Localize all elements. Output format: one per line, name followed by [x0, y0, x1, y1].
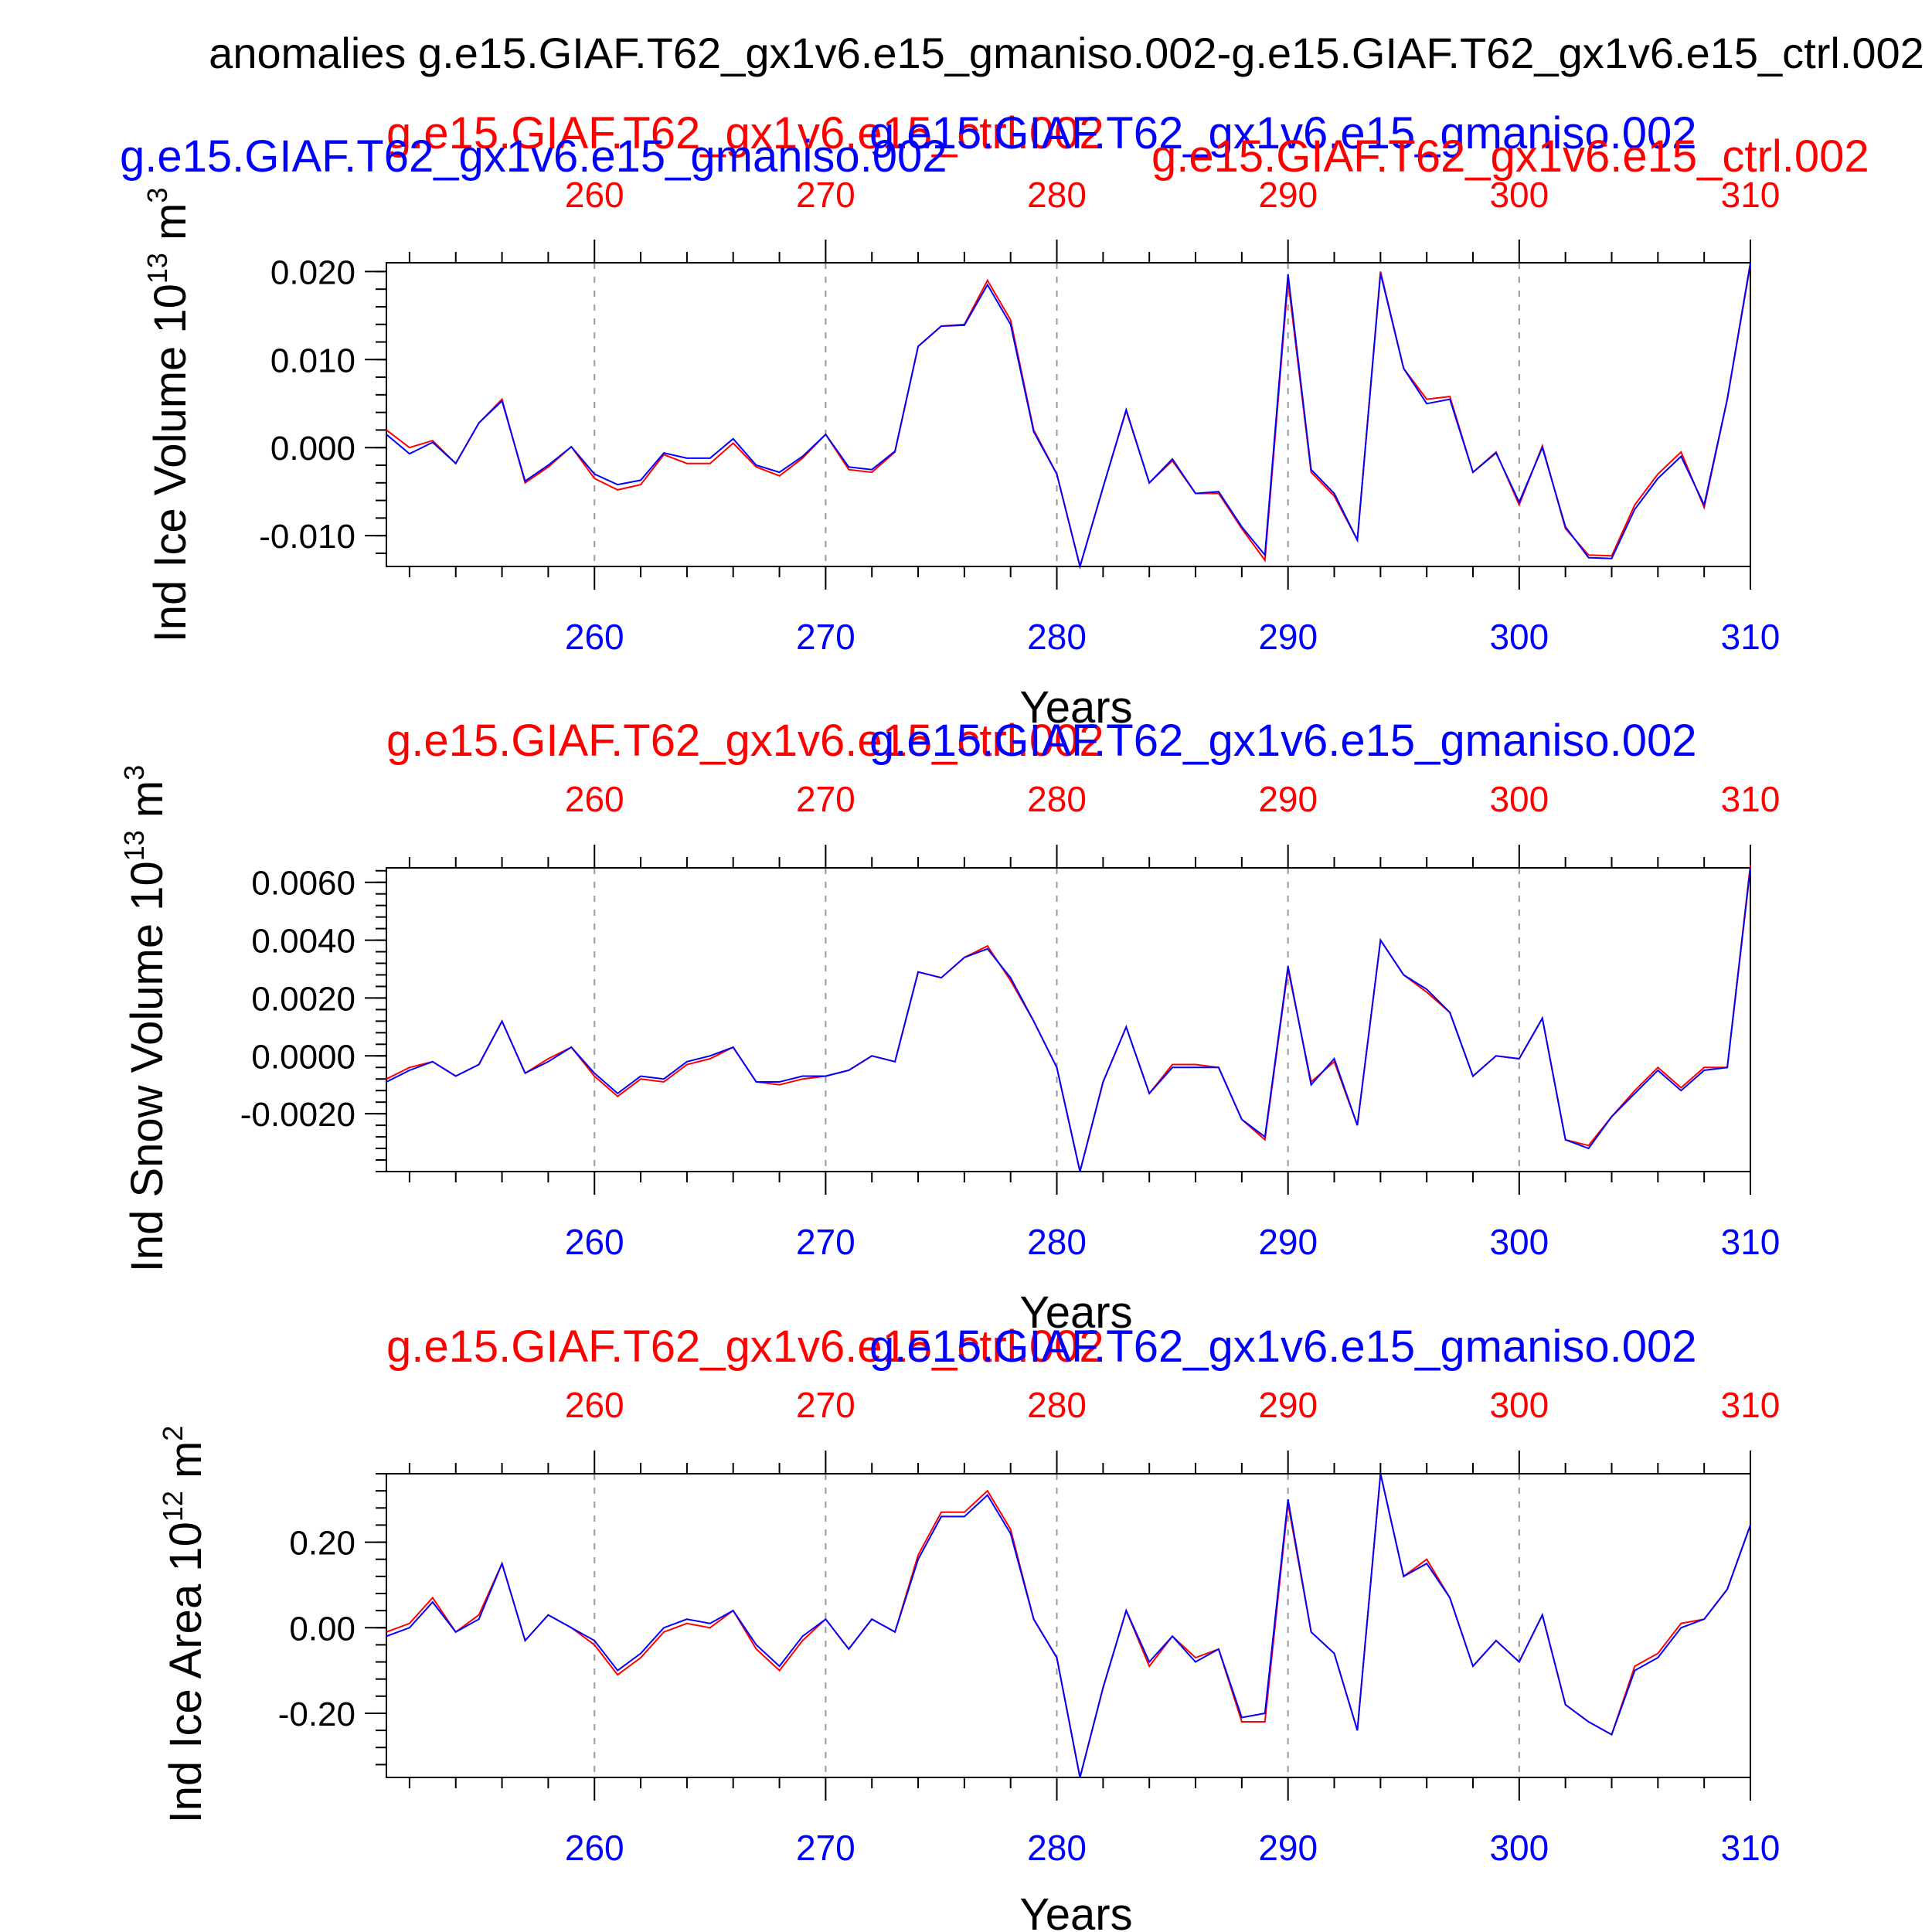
- xtick-label-bottom: 280: [1027, 617, 1087, 657]
- ytick-label: 0.000: [270, 430, 355, 468]
- y-axis-label: Ind Snow Volume 1013 m3: [118, 765, 172, 1273]
- xtick-label-bottom: 280: [1027, 1222, 1087, 1262]
- ytick-label: 0.0060: [251, 865, 355, 903]
- top-label: g.e15.GIAF.T62_gx1v6.e15_gmaniso.002: [869, 716, 1697, 766]
- y-axis-label: Ind Ice Volume 1013 m3: [141, 188, 196, 643]
- xtick-label-top: 280: [1027, 1385, 1087, 1425]
- xtick-label-top: 280: [1027, 175, 1087, 215]
- top-label: g.e15.GIAF.T62_gx1v6.e15_ctrl.002: [386, 108, 1104, 158]
- series-line-gmaniso: [386, 1473, 1751, 1778]
- x-axis-label: Years: [1019, 1287, 1132, 1338]
- xtick-label-bottom: 270: [796, 1828, 855, 1868]
- plot-frame: [386, 867, 1751, 1172]
- y-label-exponent: 12: [157, 1491, 189, 1522]
- y-label-unit: m: [145, 203, 196, 253]
- top-label: g.e15.GIAF.T62_gx1v6.e15_ctrl.002: [1151, 131, 1869, 182]
- xtick-label-top: 270: [796, 779, 855, 819]
- xtick-label-bottom: 270: [796, 617, 855, 657]
- xtick-label-top: 270: [796, 1385, 855, 1425]
- xtick-label-top: 280: [1027, 779, 1087, 819]
- xtick-label-top: 260: [565, 175, 624, 215]
- xtick-label-bottom: 300: [1489, 617, 1549, 657]
- xtick-label-top: 310: [1721, 1385, 1781, 1425]
- top-label: g.e15.GIAF.T62_gx1v6.e15_gmaniso.002: [120, 131, 947, 182]
- series-line-gmaniso: [386, 867, 1751, 1172]
- xtick-label-top: 300: [1489, 779, 1549, 819]
- top-label: g.e15.GIAF.T62_gx1v6.e15_gmaniso.002: [869, 1321, 1697, 1372]
- xtick-label-bottom: 300: [1489, 1828, 1549, 1868]
- top-label: g.e15.GIAF.T62_gx1v6.e15_gmaniso.002: [869, 108, 1697, 158]
- ytick-label: -0.20: [278, 1696, 355, 1733]
- panels: g.e15.GIAF.T62_gx1v6.e15_ctrl.002g.e15.G…: [118, 108, 1869, 1932]
- series-line-gmaniso: [386, 262, 1751, 570]
- xtick-label-top: 300: [1489, 1385, 1549, 1425]
- x-axis-label: Years: [1019, 682, 1132, 733]
- chart-panel-1: g.e15.GIAF.T62_gx1v6.e15_ctrl.002g.e15.G…: [120, 108, 1869, 733]
- xtick-label-top: 300: [1489, 175, 1549, 215]
- xtick-label-bottom: 260: [565, 1828, 624, 1868]
- ytick-label: -0.010: [259, 518, 355, 556]
- chart-panel-3: g.e15.GIAF.T62_gx1v6.e15_ctrl.002g.e15.G…: [157, 1321, 1780, 1932]
- y-label-unit-exponent: 3: [141, 188, 173, 203]
- xtick-label-top: 260: [565, 1385, 624, 1425]
- top-label: g.e15.GIAF.T62_gx1v6.e15_ctrl.002: [386, 716, 1104, 766]
- y-label-text: Ind Ice Volume 10: [145, 284, 196, 642]
- xtick-label-bottom: 260: [565, 617, 624, 657]
- xtick-label-bottom: 290: [1258, 1828, 1318, 1868]
- xtick-label-bottom: 310: [1721, 1222, 1781, 1262]
- xtick-label-top: 310: [1721, 175, 1781, 215]
- ytick-label: 0.020: [270, 253, 355, 291]
- xtick-label-bottom: 270: [796, 1222, 855, 1262]
- series-line-ctrl: [386, 865, 1751, 1172]
- ytick-label: 0.00: [289, 1610, 355, 1648]
- figure-title: anomalies g.e15.GIAF.T62_gx1v6.e15_gmani…: [209, 29, 1924, 77]
- y-axis-label: Ind Ice Area 1012 m2: [157, 1426, 211, 1824]
- xtick-label-bottom: 280: [1027, 1828, 1087, 1868]
- x-axis-label: Years: [1019, 1889, 1132, 1932]
- ytick-label: 0.010: [270, 342, 355, 379]
- xtick-label-top: 290: [1258, 175, 1318, 215]
- top-label: g.e15.GIAF.T62_gx1v6.e15_ctrl.002: [386, 1321, 1104, 1372]
- ytick-label: -0.0020: [240, 1096, 355, 1134]
- y-label-text: Ind Snow Volume 10: [122, 861, 172, 1272]
- ytick-label: 0.20: [289, 1525, 355, 1563]
- y-label-exponent: 13: [118, 830, 150, 861]
- ytick-label: 0.0020: [251, 980, 355, 1018]
- xtick-label-bottom: 290: [1258, 617, 1318, 657]
- chart-panel-2: g.e15.GIAF.T62_gx1v6.e15_ctrl.002g.e15.G…: [118, 716, 1780, 1338]
- y-label-unit: m: [122, 781, 172, 830]
- plot-frame: [386, 262, 1751, 567]
- y-label-unit: m: [161, 1441, 211, 1491]
- xtick-label-bottom: 310: [1721, 617, 1781, 657]
- xtick-label-top: 270: [796, 175, 855, 215]
- xtick-label-top: 260: [565, 779, 624, 819]
- xtick-label-top: 290: [1258, 1385, 1318, 1425]
- xtick-label-bottom: 300: [1489, 1222, 1549, 1262]
- y-label-unit-exponent: 2: [157, 1426, 189, 1441]
- xtick-label-bottom: 290: [1258, 1222, 1318, 1262]
- xtick-label-top: 310: [1721, 779, 1781, 819]
- plot-frame: [386, 1473, 1751, 1778]
- y-label-unit-exponent: 3: [118, 765, 150, 781]
- y-label-text: Ind Ice Area 10: [161, 1522, 211, 1823]
- xtick-label-bottom: 260: [565, 1222, 624, 1262]
- y-label-exponent: 13: [141, 253, 173, 284]
- ytick-label: 0.0000: [251, 1038, 355, 1076]
- ytick-label: 0.0040: [251, 923, 355, 961]
- xtick-label-top: 290: [1258, 779, 1318, 819]
- xtick-label-bottom: 310: [1721, 1828, 1781, 1868]
